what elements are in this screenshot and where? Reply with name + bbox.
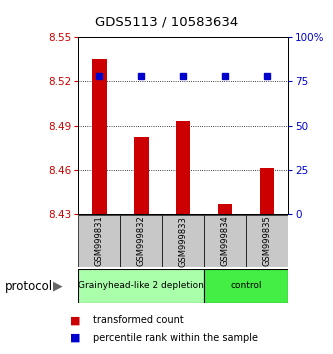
Text: transformed count: transformed count [93,315,184,325]
Text: percentile rank within the sample: percentile rank within the sample [93,333,258,343]
Bar [204,215,246,267]
Bar [218,204,232,214]
Text: Grainyhead-like 2 depletion: Grainyhead-like 2 depletion [78,281,204,290]
Text: GSM999835: GSM999835 [262,216,272,267]
Bar [260,169,274,214]
Bar [204,269,288,303]
Text: control: control [230,281,262,290]
Bar [120,215,162,267]
Text: ■: ■ [70,333,81,343]
Bar [78,215,120,267]
Text: GSM999831: GSM999831 [95,216,104,267]
Text: protocol: protocol [5,280,53,292]
Text: GSM999834: GSM999834 [220,216,230,267]
Bar [134,137,149,214]
Bar [92,59,107,214]
Text: GDS5113 / 10583634: GDS5113 / 10583634 [95,16,238,29]
Text: ▶: ▶ [54,280,63,292]
Bar [162,215,204,267]
Text: ■: ■ [70,315,81,325]
Bar [176,121,190,214]
Text: GSM999832: GSM999832 [137,216,146,267]
Bar [246,215,288,267]
Bar [78,269,204,303]
Text: GSM999833: GSM999833 [178,216,188,267]
